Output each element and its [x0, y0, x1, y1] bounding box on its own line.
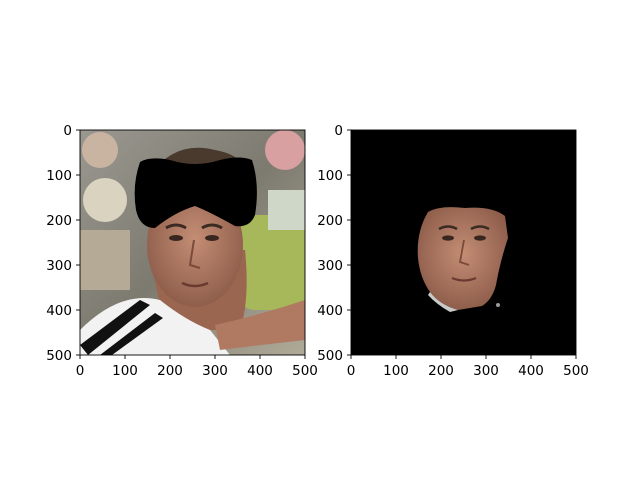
- segmented-face: [417, 207, 508, 310]
- seg-mouth: [451, 276, 477, 282]
- right-x-tick-label: 400: [518, 363, 544, 379]
- seg-eye-left: [442, 235, 454, 241]
- right-x-tick-label: 0: [347, 363, 356, 379]
- crowd-blob: [82, 132, 118, 168]
- right-x-tick-label: 500: [563, 363, 589, 379]
- right-y-tick-label: 100: [317, 168, 343, 184]
- eyebrow-right: [201, 223, 223, 230]
- white-shirt: [80, 298, 230, 355]
- right-x-tick-label: 100: [383, 363, 409, 379]
- left-y-tick-label: 200: [46, 213, 72, 229]
- right-image-panel: [351, 130, 576, 355]
- left-axes-frame: [79, 129, 306, 356]
- shirt-stripe: [100, 313, 163, 355]
- right-y-tick-label: 400: [317, 303, 343, 319]
- right-x-tick-label: 200: [428, 363, 454, 379]
- left-y-tick-label: 100: [46, 168, 72, 184]
- left-y-tick-label: 400: [46, 303, 72, 319]
- left-x-tick-label: 400: [247, 363, 273, 379]
- right-y-tick-label: 0: [334, 123, 343, 139]
- right-y-tick-label: 200: [317, 213, 343, 229]
- crowd-blob: [80, 230, 130, 290]
- left-y-tick-label: 300: [46, 258, 72, 274]
- left-x-tick-label: 100: [112, 363, 138, 379]
- eye-left: [169, 235, 183, 241]
- left-x-tick-label: 300: [202, 363, 228, 379]
- seg-neck: [428, 292, 458, 312]
- shirt-stripe: [80, 300, 150, 355]
- right-y-tick-label: 300: [317, 258, 343, 274]
- eyebrow-left: [165, 223, 187, 230]
- mouth: [181, 281, 209, 288]
- left-x-tick-label: 0: [76, 363, 85, 379]
- left-y-tick-label: 500: [46, 348, 72, 364]
- arm: [215, 300, 305, 350]
- hair-mask: [134, 157, 257, 228]
- right-axes-frame: [350, 129, 577, 356]
- seg-speck: [496, 303, 500, 307]
- seg-eye-right: [474, 235, 486, 241]
- crowd-blob: [268, 190, 305, 230]
- left-x-tick-label: 200: [157, 363, 183, 379]
- crowd-blob: [83, 178, 127, 222]
- seg-nose: [458, 239, 470, 266]
- nose: [188, 239, 201, 269]
- left-x-tick-label: 500: [292, 363, 318, 379]
- right-y-tick-label: 500: [317, 348, 343, 364]
- eye-right: [205, 235, 219, 241]
- left-image-panel: [80, 130, 305, 355]
- crowd-green-shirt: [240, 215, 305, 310]
- seg-eyebrow-right: [470, 225, 490, 231]
- left-y-tick-label: 0: [63, 123, 72, 139]
- crowd-blob: [265, 130, 305, 170]
- right-x-tick-label: 300: [473, 363, 499, 379]
- seg-eyebrow-left: [438, 225, 458, 231]
